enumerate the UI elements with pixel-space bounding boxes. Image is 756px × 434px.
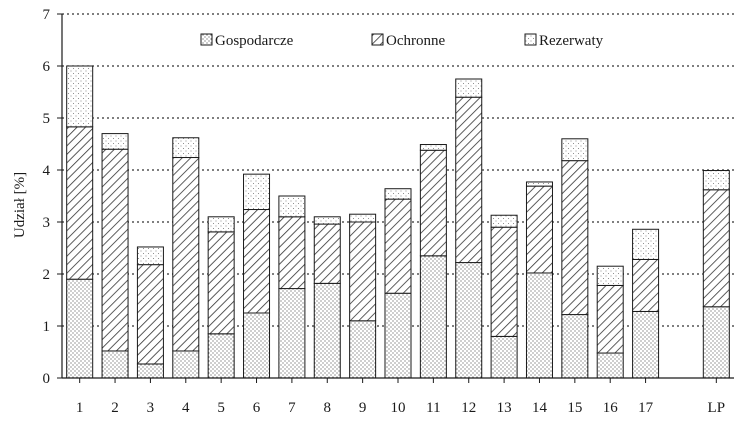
bar-segment-rezerwaty: [172, 137, 200, 159]
x-tick-label: 7: [288, 400, 296, 416]
bar-segment-rezerwaty: [525, 181, 553, 187]
bar-segment-gospodarcze: [66, 278, 94, 379]
bar-segment-ochronne: [207, 231, 235, 335]
bar-segment-gospodarcze: [702, 306, 730, 379]
bar-segment-rezerwaty: [702, 170, 730, 191]
bar-segment-gospodarcze: [561, 314, 589, 379]
bar-segment-ochronne: [313, 223, 341, 284]
bar-segment-ochronne: [525, 185, 553, 274]
bar-segment-rezerwaty: [136, 246, 164, 266]
legend: Gospodarcze Ochronne Rezerwaty: [200, 33, 604, 49]
x-tick-label: 6: [253, 400, 261, 416]
bar-segment-rezerwaty: [419, 144, 447, 151]
y-tick-label: 7: [43, 7, 51, 23]
y-tick-label: 6: [43, 59, 51, 75]
bar-segment-ochronne: [136, 264, 164, 365]
legend-swatch-rezerwaty: [524, 33, 537, 46]
bar-segment-rezerwaty: [313, 216, 341, 225]
x-tick-label: 3: [147, 400, 155, 416]
x-tick-label: 11: [426, 400, 440, 416]
bar-segment-rezerwaty: [384, 188, 412, 200]
bar-segment-ochronne: [490, 226, 518, 337]
bar-segment-ochronne: [702, 189, 730, 308]
bars: [66, 65, 730, 379]
bar-segment-gospodarcze: [172, 350, 200, 379]
bar-segment-rezerwaty: [596, 265, 624, 286]
y-tick-label: 2: [43, 267, 51, 283]
bar-segment-rezerwaty: [243, 173, 271, 211]
bar-segment-gospodarcze: [136, 363, 164, 379]
x-tick-label: 4: [182, 400, 190, 416]
y-axis-title: Udział [%]: [12, 172, 28, 238]
bar-segment-rezerwaty: [561, 138, 589, 162]
x-tick-label: 16: [603, 400, 619, 416]
x-tick-label: 12: [461, 400, 476, 416]
legend-label-ochronne: Ochronne: [386, 33, 445, 49]
y-tick-label: 3: [43, 215, 51, 231]
bar-segment-ochronne: [419, 149, 447, 257]
bar-segment-rezerwaty: [455, 78, 483, 98]
bar-segment-ochronne: [632, 258, 660, 312]
bar-segment-ochronne: [278, 216, 306, 290]
bar-segment-ochronne: [172, 157, 200, 352]
x-tick-label: 15: [567, 400, 582, 416]
bar-segment-gospodarcze: [207, 333, 235, 379]
x-tick-label: LP: [708, 400, 726, 416]
bar-segment-gospodarcze: [596, 352, 624, 379]
x-tick-label: 1: [76, 400, 84, 416]
bar-segment-rezerwaty: [66, 65, 94, 128]
bar-segment-ochronne: [455, 96, 483, 264]
bar-segment-ochronne: [561, 160, 589, 316]
bar-segment-gospodarcze: [278, 288, 306, 379]
legend-swatch-ochronne: [371, 33, 384, 46]
bar-segment-gospodarcze: [525, 272, 553, 379]
bar-segment-gospodarcze: [101, 350, 129, 379]
bar-segment-ochronne: [349, 221, 377, 322]
x-tick-label: 10: [391, 400, 406, 416]
bar-segment-gospodarcze: [313, 282, 341, 379]
bar-segment-rezerwaty: [490, 214, 518, 228]
bar-segment-rezerwaty: [632, 228, 660, 260]
legend-label-gospodarcze: Gospodarcze: [215, 33, 294, 49]
x-tick-label: 17: [638, 400, 654, 416]
bar-segment-gospodarcze: [243, 312, 271, 379]
x-tick-label: 8: [324, 400, 332, 416]
x-tick-label: 14: [532, 400, 548, 416]
y-tick-label: 0: [43, 371, 51, 387]
y-tick-label: 5: [43, 111, 51, 127]
bar-segment-ochronne: [384, 198, 412, 294]
bar-segment-ochronne: [243, 209, 271, 314]
x-tick-label: 5: [217, 400, 225, 416]
bar-segment-rezerwaty: [101, 133, 129, 150]
bar-segment-rezerwaty: [207, 216, 235, 233]
x-tick-label: 13: [497, 400, 512, 416]
bar-segment-gospodarcze: [455, 262, 483, 379]
legend-swatch-gospodarcze: [200, 33, 213, 46]
bar-segment-gospodarcze: [384, 292, 412, 379]
bar-segment-ochronne: [101, 148, 129, 352]
x-tick-label: 2: [111, 400, 119, 416]
axes: [57, 13, 734, 383]
y-tick-label: 1: [43, 319, 51, 335]
bar-segment-gospodarcze: [419, 255, 447, 379]
x-tick-label: 9: [359, 400, 367, 416]
bar-segment-rezerwaty: [349, 213, 377, 223]
legend-label-rezerwaty: Rezerwaty: [539, 33, 604, 49]
bar-segment-ochronne: [66, 126, 94, 280]
y-tick-label: 4: [43, 163, 51, 179]
bar-segment-gospodarcze: [490, 335, 518, 379]
bar-segment-gospodarcze: [349, 320, 377, 379]
bar-segment-rezerwaty: [278, 195, 306, 218]
bar-segment-ochronne: [596, 284, 624, 354]
bar-segment-gospodarcze: [632, 310, 660, 379]
